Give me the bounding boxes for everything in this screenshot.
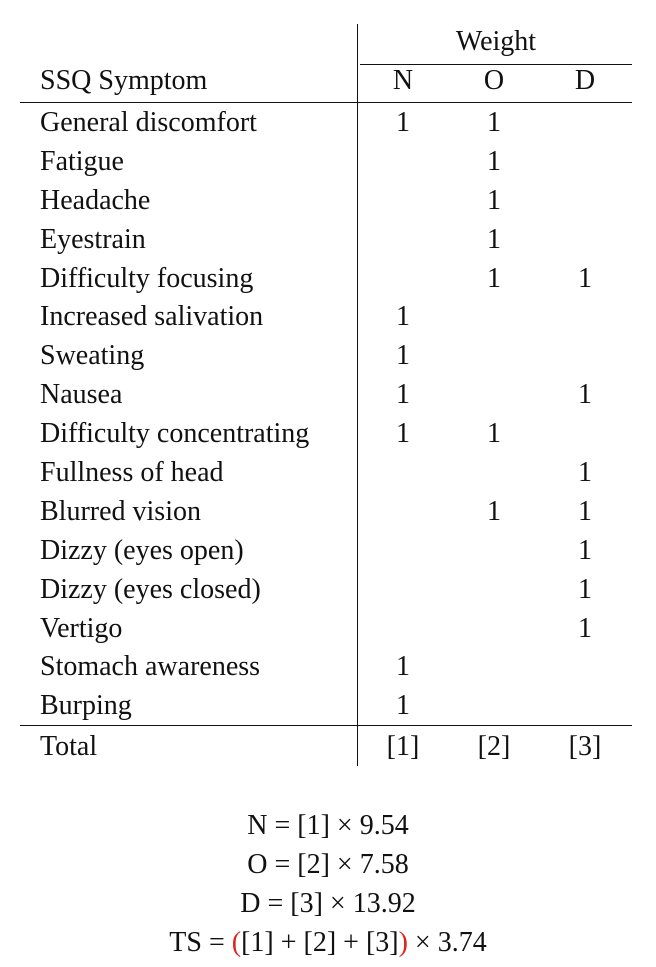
total-label: Total [40, 731, 98, 762]
total-d: [3] [568, 731, 602, 762]
symptom-name: Burping [40, 690, 132, 722]
weight-n-cell: 1 [396, 690, 410, 722]
symptom-name: Increased salivation [40, 301, 264, 333]
table-row: Eyestrain 1 [20, 222, 632, 261]
weight-o-cell: 1 [487, 145, 501, 177]
formula-o: O = [2] × 7.58 [247, 849, 409, 880]
weight-n-cell: 1 [396, 301, 410, 333]
total-rule [20, 725, 632, 727]
column-header-d: D [574, 65, 596, 96]
symptom-name: Nausea [40, 379, 123, 411]
formula-d: D = [3] × 13.92 [240, 888, 416, 919]
column-divider [357, 24, 358, 766]
symptom-name: Fullness of head [40, 457, 224, 489]
table-row: Headache 1 [20, 183, 632, 222]
formula-ts-inner: [1] + [2] + [3] [241, 927, 399, 958]
symptom-name: Stomach awareness [40, 651, 261, 683]
formula-ts-suffix: × 3.74 [407, 927, 487, 958]
formula-ts-close-paren: ) [398, 927, 408, 958]
weight-group-header: Weight [455, 26, 537, 57]
table-row: Stomach awareness 1 [20, 649, 632, 688]
symptom-name: Dizzy (eyes open) [40, 534, 244, 566]
table-row: Nausea 1 1 [20, 377, 632, 416]
weight-o-cell: 1 [487, 107, 501, 138]
total-n: [1] [386, 731, 420, 762]
symptom-name: Dizzy (eyes closed) [40, 573, 261, 605]
weight-d-cell: 1 [578, 262, 592, 294]
total-o: [2] [477, 731, 511, 762]
weight-d-cell: 1 [578, 495, 592, 527]
symptom-name: Difficulty concentrating [40, 418, 310, 450]
table-row: General discomfort 1 1 [20, 105, 632, 144]
weight-n-cell: 1 [396, 418, 410, 450]
weight-n-cell: 1 [396, 340, 410, 372]
table-row: Blurred vision 1 1 [20, 494, 632, 533]
formula-ts-prefix: TS = [169, 927, 232, 958]
weight-n-cell: 1 [396, 107, 410, 138]
table-row: Fatigue 1 [20, 144, 632, 183]
column-header-n: N [392, 65, 414, 96]
table-row: Vertigo 1 [20, 611, 632, 650]
weight-n-cell: 1 [396, 651, 410, 683]
scoring-formulas: N = [1] × 9.54 O = [2] × 7.58 D = [3] × … [0, 806, 656, 962]
formula-ts: TS = ([1] + [2] + [3]) × 3.74 [0, 923, 656, 962]
weight-d-cell: 1 [578, 612, 592, 644]
weight-d-cell: 1 [578, 573, 592, 605]
symptom-name: Fatigue [40, 145, 124, 177]
table-row: Dizzy (eyes closed) 1 [20, 572, 632, 611]
total-row: Total [1] [2] [3] [20, 727, 632, 767]
table-row: Fullness of head 1 [20, 455, 632, 494]
weight-d-cell: 1 [578, 457, 592, 489]
symptom-name: General discomfort [40, 107, 257, 138]
symptom-name: Vertigo [40, 612, 123, 644]
table-row: Dizzy (eyes open) 1 [20, 533, 632, 572]
weight-d-cell: 1 [578, 379, 592, 411]
column-header-o: O [483, 65, 505, 96]
weight-o-cell: 1 [487, 223, 501, 255]
symptom-name: Blurred vision [40, 495, 201, 527]
symptom-column-header: SSQ Symptom [40, 65, 208, 96]
symptom-rows: General discomfort 1 1 Fatigue 1 Headache 1 Eye… [20, 105, 632, 727]
table-row: Increased salivation 1 [20, 299, 632, 338]
header-rule [20, 102, 632, 104]
weight-d-cell: 1 [578, 534, 592, 566]
symptom-name: Difficulty focusing [40, 262, 254, 294]
weight-underline [360, 64, 632, 66]
table-row: Sweating 1 [20, 338, 632, 377]
weight-n-cell: 1 [396, 379, 410, 411]
symptom-name: Headache [40, 184, 151, 216]
formula-n: N = [1] × 9.54 [247, 810, 409, 841]
symptom-name: Eyestrain [40, 223, 146, 255]
weight-o-cell: 1 [487, 418, 501, 450]
weight-o-cell: 1 [487, 262, 501, 294]
table-row: Difficulty concentrating 1 1 [20, 416, 632, 455]
table-row: Difficulty focusing 1 1 [20, 261, 632, 300]
symptom-name: Sweating [40, 340, 145, 372]
weight-o-cell: 1 [487, 495, 501, 527]
table-row: Burping 1 [20, 688, 632, 727]
formula-ts-open-paren: ( [231, 927, 242, 958]
weight-o-cell: 1 [487, 184, 501, 216]
